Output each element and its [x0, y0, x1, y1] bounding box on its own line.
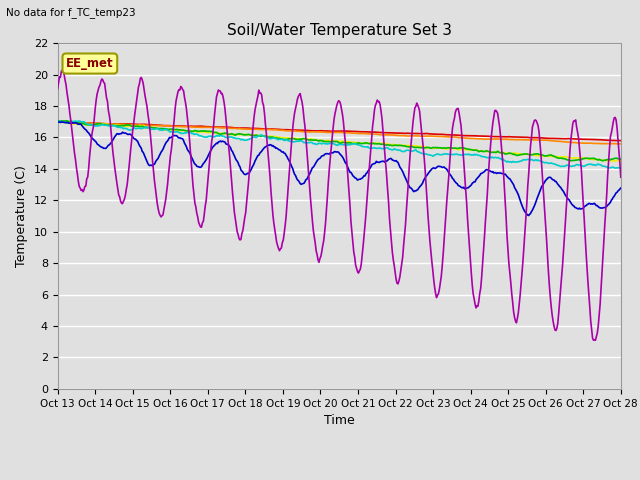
Text: EE_met: EE_met: [66, 57, 114, 70]
X-axis label: Time: Time: [324, 414, 355, 427]
Title: Soil/Water Temperature Set 3: Soil/Water Temperature Set 3: [227, 23, 452, 38]
Text: No data for f_TC_temp23: No data for f_TC_temp23: [6, 7, 136, 18]
Y-axis label: Temperature (C): Temperature (C): [15, 165, 28, 267]
